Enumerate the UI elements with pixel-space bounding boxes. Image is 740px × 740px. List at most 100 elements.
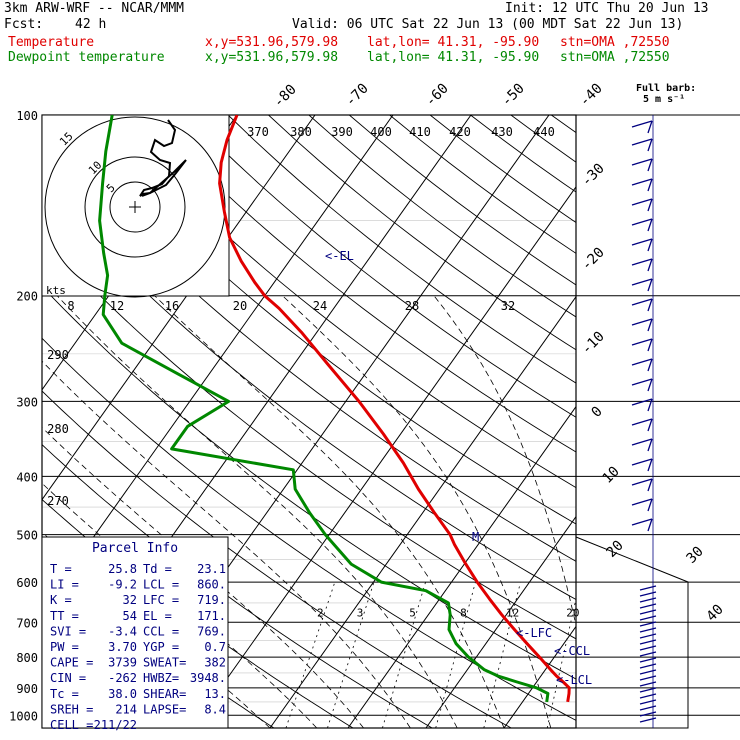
parcel-field-label: Td = — [143, 562, 172, 576]
moist-adiabat — [56, 295, 458, 728]
valid-time: Valid: 06 UTC Sat 22 Jun 13 (00 MDT Sat … — [292, 17, 684, 32]
parcel-field-label: K = — [50, 593, 72, 607]
hodograph-trace — [139, 119, 187, 197]
dew-xy: x,y=531.96,579.98 — [205, 50, 339, 65]
dry-adiabat — [592, 115, 740, 728]
parcel-field-label: T = — [50, 562, 72, 576]
hodograph-scale-label: 16 — [165, 299, 179, 313]
wind-barb — [631, 378, 653, 386]
hodograph-scale-label: 32 — [501, 299, 515, 313]
parcel-field-value: 171. — [197, 609, 226, 623]
parcel-field-label: PW = — [50, 640, 79, 654]
parcel-field-value: 23.1 — [197, 562, 226, 576]
wind-barb — [631, 278, 653, 286]
wind-barb — [647, 518, 653, 532]
dry-adiabat — [66, 115, 576, 525]
hodograph-ring — [84, 156, 186, 258]
hodograph-unit: kts — [46, 284, 66, 297]
wind-barb — [647, 278, 653, 292]
parcel-field-label: Tc = — [50, 687, 79, 701]
isotherm-label: -70 — [343, 81, 372, 110]
parcel-field-value: 719. — [197, 593, 226, 607]
wind-barb — [647, 218, 653, 232]
mixing-ratio-line — [327, 581, 375, 728]
theta-label: 420 — [449, 125, 471, 139]
pressure-tick-label: 800 — [16, 651, 38, 665]
wind-barb — [631, 478, 653, 486]
parcel-field-value: 8.4 — [204, 702, 226, 716]
isotherm-label: -10 — [579, 329, 608, 358]
dry-adiabat — [146, 115, 576, 453]
dry-adiabat — [673, 115, 740, 728]
wind-barb — [639, 609, 657, 615]
wind-barb — [647, 498, 653, 512]
barb-unit: 5 m s⁻¹ — [643, 94, 686, 105]
theta-label: 440 — [533, 125, 555, 139]
parcel-field-value: 13. — [204, 687, 226, 701]
wind-barb — [639, 717, 657, 723]
parcel-field-label: SVI = — [50, 624, 86, 638]
parcel-field-label: YGP = — [143, 640, 179, 654]
pressure-tick-label: 100 — [16, 109, 38, 123]
pressure-tick-label: 1000 — [9, 709, 38, 723]
mixing-ratio-line — [285, 581, 336, 728]
wind-barb — [647, 258, 653, 272]
wind-barb — [631, 438, 653, 446]
mixing-ratio-label: 3 — [357, 606, 364, 619]
fcst-label: Fcst: — [4, 17, 44, 32]
wind-barb — [647, 438, 653, 452]
mixing-ratio-label: 2 — [317, 606, 324, 619]
parcel-field-value: 38.0 — [108, 687, 137, 701]
parcel-field-label: LFC = — [143, 593, 179, 607]
parcel-field-label: SREH = — [50, 702, 93, 716]
isotherm-label: -30 — [579, 161, 608, 190]
wind-barb — [639, 657, 657, 663]
mixing-ratio-line — [435, 582, 476, 728]
mixing-ratio-line — [382, 581, 426, 728]
parcel-field-label: EL = — [143, 609, 172, 623]
temp-latlon: lat,lon= 41.31, -95.90 — [367, 35, 540, 50]
wind-barb — [631, 498, 653, 506]
theta-label: 390 — [331, 125, 353, 139]
dewpoint-profile — [98, 115, 550, 703]
parcel-field-value: 211/22 — [94, 718, 137, 732]
dry-adiabat — [470, 115, 576, 193]
wind-barb — [631, 138, 653, 146]
isotherm-line — [269, 295, 576, 728]
mixing-ratio-label: 5 — [409, 606, 416, 619]
parcel-field-label: LCL = — [143, 578, 179, 592]
wind-barb — [647, 478, 653, 492]
lower-right-box — [575, 536, 689, 729]
isotherm-line — [191, 185, 576, 728]
moist-adiabat — [282, 295, 552, 728]
parcel-field-label: LAPSE= — [143, 702, 186, 716]
isotherm-label: 30 — [684, 544, 707, 567]
barb-title: Full barb: — [636, 83, 697, 94]
parcel-field-label: CIN = — [50, 671, 86, 685]
theta-label-lower: 290 — [47, 348, 69, 362]
wind-barb — [639, 597, 657, 603]
hodograph-scale-label: 12 — [110, 299, 124, 313]
isotherm-line — [582, 115, 740, 728]
dry-adiabat — [227, 115, 576, 384]
dry-adiabat — [187, 115, 576, 418]
dry-adiabat — [42, 285, 576, 680]
pressure-tick-label: 300 — [16, 395, 38, 409]
parcel-field-label: HWBZ= — [143, 671, 179, 685]
parcel-field-value: 214 — [115, 702, 137, 716]
wind-barb — [631, 318, 653, 326]
isotherm-line — [347, 405, 576, 728]
level-annotation: <-EL — [325, 249, 354, 263]
dry-adiabat — [42, 390, 512, 728]
theta-label: 430 — [491, 125, 513, 139]
plot-border — [41, 114, 577, 729]
wind-barb — [647, 378, 653, 392]
wind-barb — [639, 651, 657, 657]
parcel-field-value: 25.8 — [108, 562, 137, 576]
wind-barb — [639, 639, 657, 645]
theta-label: 370 — [247, 125, 269, 139]
parcel-field-value: -262 — [108, 671, 137, 685]
wind-barb — [639, 675, 657, 681]
wind-barb — [647, 298, 653, 312]
wind-barb — [639, 591, 657, 597]
